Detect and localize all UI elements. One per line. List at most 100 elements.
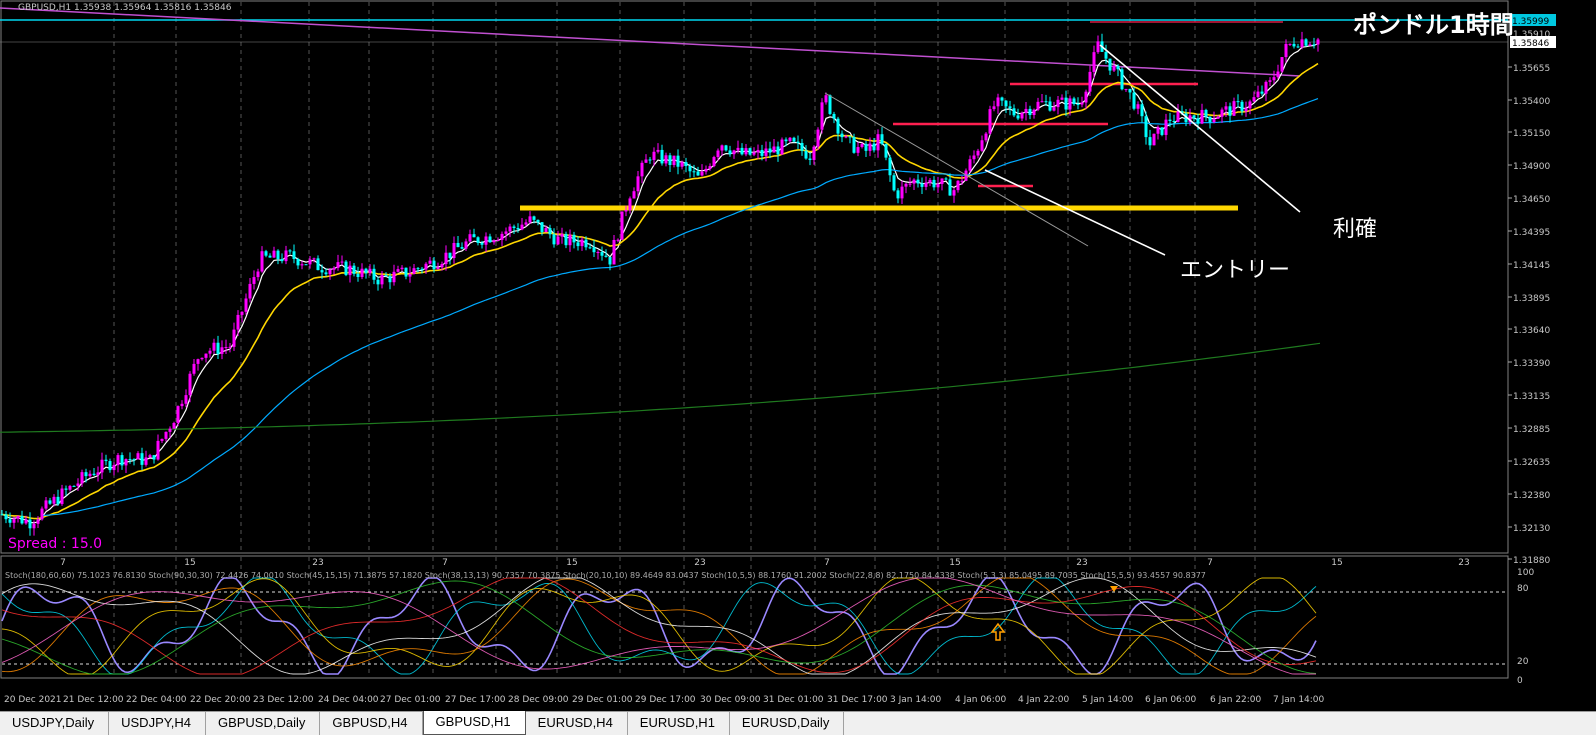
price-box-current: [1510, 36, 1556, 48]
candle-body: [1176, 111, 1180, 122]
candle-body: [1144, 116, 1148, 138]
candle-body: [308, 259, 312, 265]
tab-eurusd-daily[interactable]: EURUSD,Daily: [730, 712, 845, 735]
candle-body: [320, 270, 324, 273]
candle-body: [1220, 109, 1224, 117]
tab-eurusd-h4[interactable]: EURUSD,H4: [526, 712, 628, 735]
candle-body: [1212, 118, 1216, 123]
candle-body: [1228, 106, 1232, 116]
candle-body: [864, 143, 868, 151]
tab-usdjpy-h4[interactable]: USDJPY,H4: [109, 712, 206, 735]
date-tick-label: 23: [312, 558, 323, 568]
candle-body: [1264, 81, 1268, 94]
candle-body: [1308, 44, 1312, 46]
candle-body: [248, 283, 252, 299]
date-tick-label: 24 Dec 04:00: [318, 695, 379, 705]
price-tick-label: 1.35150: [1513, 129, 1550, 139]
tab-gbpusd-daily[interactable]: GBPUSD,Daily: [206, 712, 321, 735]
stoch-tick-label: 100: [1517, 568, 1534, 578]
candle-body: [728, 150, 732, 155]
candle-body: [1148, 137, 1152, 146]
candle-body: [40, 508, 44, 520]
candle-body: [776, 146, 780, 155]
date-tick-label: 23 Dec 12:00: [253, 695, 314, 705]
candle-body: [1152, 133, 1156, 146]
date-tick-label: 4 Jan 06:00: [955, 695, 1007, 705]
candle-body: [596, 252, 600, 254]
candle-body: [740, 147, 744, 155]
price-tick-label: 1.32885: [1513, 425, 1550, 435]
candle-body: [276, 250, 280, 260]
candle-body: [1036, 101, 1040, 110]
candle-body: [112, 465, 116, 471]
date-tick-label: 5 Jan 14:00: [1082, 695, 1134, 705]
stoch-line: [1, 577, 1316, 675]
candle-body: [472, 234, 476, 238]
candle-body: [240, 311, 244, 315]
candle-body: [424, 263, 428, 270]
candle-body: [296, 258, 300, 266]
candle-body: [1316, 39, 1320, 45]
candle-body: [172, 422, 176, 429]
candle-body: [252, 277, 256, 284]
candle-body: [936, 184, 940, 188]
candle-body: [156, 440, 160, 460]
candle-body: [232, 329, 236, 347]
candle-body: [832, 113, 836, 119]
candle-body: [1032, 109, 1036, 116]
price-tick-label: 1.32130: [1513, 524, 1550, 534]
date-tick-label: 15: [184, 558, 195, 568]
candle-body: [140, 453, 144, 465]
candle-body: [1256, 91, 1260, 98]
candle-body: [1000, 97, 1004, 101]
candle-body: [224, 347, 228, 349]
candle-body: [916, 179, 920, 184]
candle-body: [144, 457, 148, 465]
trendline: [0, 7, 1301, 77]
price-tick-label: 1.32380: [1513, 491, 1550, 501]
candle-body: [664, 155, 668, 164]
candle-body: [628, 198, 632, 211]
candle-body: [1012, 108, 1016, 116]
candle-body: [548, 228, 552, 235]
stoch-tick-label: 0: [1517, 676, 1523, 686]
candle-body: [716, 150, 720, 158]
candle-body: [124, 459, 128, 466]
candle-body: [1060, 97, 1064, 100]
candle-body: [972, 155, 976, 160]
candle-body: [196, 359, 200, 364]
candle-body: [228, 346, 232, 348]
candle-body: [268, 255, 272, 258]
candle-body: [764, 148, 768, 156]
candle-body: [4, 514, 8, 520]
candles: [0, 31, 1320, 536]
candle-body: [984, 133, 988, 141]
candle-body: [620, 211, 624, 240]
candle-body: [332, 267, 336, 270]
tab-usdjpy-daily[interactable]: USDJPY,Daily: [0, 712, 110, 735]
price-box-line: [1510, 14, 1556, 26]
candle-body: [1192, 115, 1196, 119]
candle-body: [1280, 57, 1284, 72]
candle-body: [672, 155, 676, 166]
candle-body: [132, 459, 136, 461]
tab-eurusd-h1[interactable]: EURUSD,H1: [628, 712, 730, 735]
candle-body: [372, 268, 376, 280]
candle-body: [604, 255, 608, 257]
candle-body: [912, 179, 916, 184]
date-tick-label: 27 Dec 01:00: [380, 695, 441, 705]
candle-body: [408, 273, 412, 277]
candle-body: [1136, 104, 1140, 109]
entry-up-arrow-icon: [990, 622, 1006, 641]
candle-body: [28, 519, 32, 529]
date-tick-label: 7: [60, 558, 66, 568]
candle-body: [1108, 58, 1112, 71]
candle-body: [1068, 98, 1072, 110]
tab-gbpusd-h4[interactable]: GBPUSD,H4: [320, 712, 423, 735]
tab-gbpusd-h1[interactable]: GBPUSD,H1: [422, 711, 526, 735]
candle-body: [284, 250, 288, 262]
candle-body: [572, 234, 576, 243]
candle-body: [1260, 91, 1264, 94]
candle-body: [16, 515, 20, 519]
